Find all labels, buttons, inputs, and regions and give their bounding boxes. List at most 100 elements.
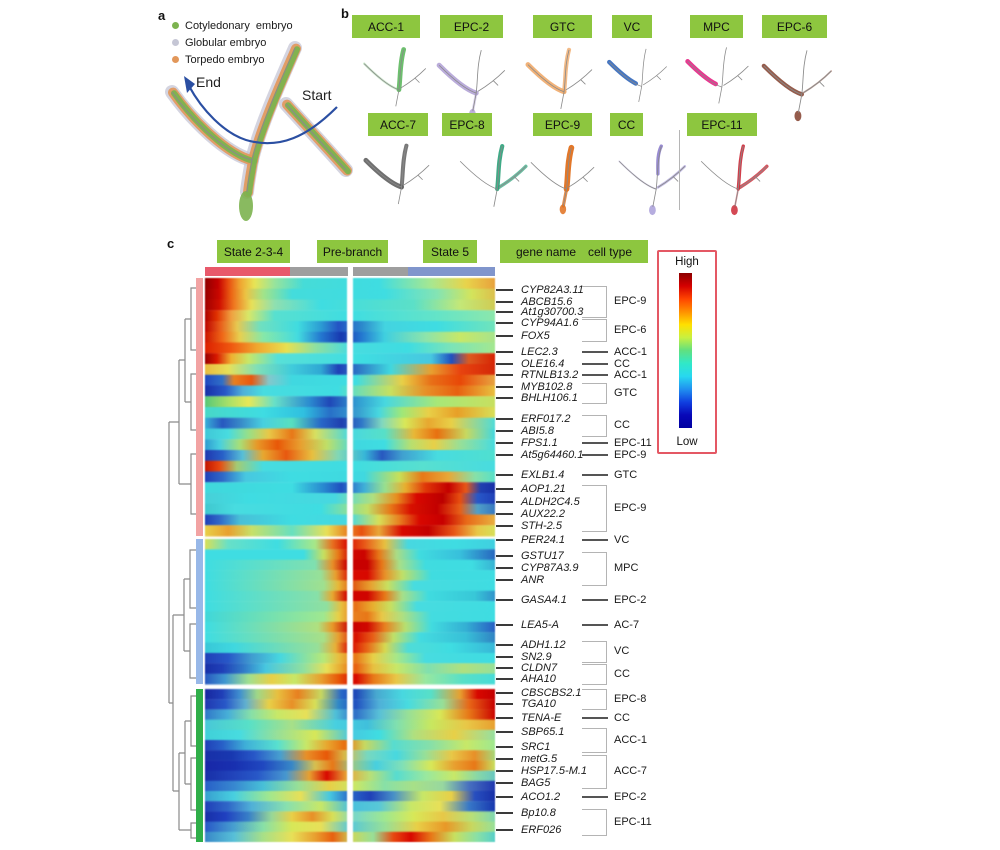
- gene-tick: [496, 746, 513, 748]
- legend-item: Cotyledonary embryo: [172, 17, 293, 34]
- state-annotation-segment: [353, 267, 408, 276]
- gene-tick: [496, 644, 513, 646]
- highlight-blob: [559, 204, 567, 215]
- celltype-bracket: [582, 552, 607, 586]
- celltype-label: EPC-8: [614, 692, 647, 705]
- gene-tick: [496, 351, 513, 353]
- celltype-label: ACC-1: [614, 369, 648, 381]
- celltype-dash: [582, 624, 608, 626]
- gene-name: Bp10.8: [521, 807, 556, 819]
- gene-name: GASA4.1: [521, 594, 567, 606]
- celltype-bracket: [582, 641, 607, 663]
- gene-name: MYB102.8: [521, 381, 573, 393]
- gene-name: HSP17.5-M.1: [521, 765, 588, 777]
- gene-name: LEA5-A: [521, 619, 559, 631]
- highlight-branch: [607, 59, 638, 86]
- celltype-label: CC: [614, 712, 630, 724]
- gene-name: CYP94A1.6: [521, 317, 579, 329]
- gene-name: ERF026: [521, 824, 562, 836]
- cell-type-header-ACC-7: ACC-7: [368, 113, 428, 136]
- trajectory-mini-plot-EPC-6: [761, 50, 833, 122]
- celltype-dash: [582, 539, 608, 541]
- mini-tree-skeleton: [438, 49, 506, 111]
- celltype-bracket: [582, 664, 607, 685]
- state-annotation-segment: [290, 267, 348, 276]
- gene-tick: [496, 782, 513, 784]
- colorbar: High Low: [657, 250, 717, 454]
- celltype-bracket: [582, 809, 607, 836]
- celltype-bracket: [582, 485, 607, 532]
- mini-tree-skeleton: [618, 145, 686, 207]
- gene-name: ACO1.2: [521, 791, 561, 803]
- celltype-bracket: [582, 383, 607, 404]
- highlight-branch: [802, 70, 833, 94]
- gene-tick: [496, 513, 513, 515]
- mini-tree-skeleton: [687, 47, 749, 104]
- gene-tick: [496, 555, 513, 557]
- mini-tree-skeleton: [363, 49, 427, 107]
- gene-name: SRC1: [521, 741, 551, 753]
- gene-name: ADH1.12: [521, 639, 566, 651]
- cell-type-header-EPC-8: EPC-8: [442, 113, 492, 136]
- celltype-bracket: [582, 415, 607, 437]
- celltype-label: EPC-9: [614, 501, 647, 514]
- gene-name: BHLH106.1: [521, 392, 578, 404]
- celltype-label: ACC-1: [614, 346, 648, 358]
- gene-name: CYP82A3.11: [521, 284, 584, 296]
- highlight-blob: [731, 205, 738, 216]
- gene-name: ABI5.8: [521, 425, 555, 437]
- gene-tick: [496, 829, 513, 831]
- cell-type-header-MPC: MPC: [690, 15, 743, 38]
- trajectory-skeleton: [171, 47, 347, 193]
- gene-tick: [496, 796, 513, 798]
- highlight-branch: [363, 62, 401, 91]
- legend-item: Globular embryo: [172, 34, 293, 51]
- gene-tick: [496, 812, 513, 814]
- gene-name: CLDN7: [521, 662, 558, 674]
- celltype-dash: [582, 454, 608, 456]
- highlight-branch: [618, 160, 658, 190]
- cell-type-header-EPC-2: EPC-2: [440, 15, 503, 38]
- gene-name: At5g64460.1: [521, 449, 584, 461]
- gene-name: ERF017.2: [521, 413, 571, 425]
- gene-tick: [496, 289, 513, 291]
- gene-tick: [496, 335, 513, 337]
- state-annotation-segment: [408, 267, 495, 276]
- gene-name: BAG5: [521, 777, 551, 789]
- start-label: Start: [302, 87, 332, 103]
- trajectory-arm: [251, 46, 300, 165]
- gene-name: ABCB15.6: [521, 296, 573, 308]
- celltype-label: GTC: [614, 469, 638, 481]
- legend-dot: [172, 39, 179, 46]
- celltype-label: EPC-2: [614, 594, 647, 606]
- celltype-label: EPC-11: [614, 815, 652, 828]
- gene-name: TGA10: [521, 698, 556, 710]
- celltype-label: EPC-6: [614, 323, 647, 336]
- celltype-bracket: [582, 319, 607, 342]
- trajectory-mini-plot-VC: [607, 48, 667, 102]
- gene-tick: [496, 374, 513, 376]
- gene-tick: [496, 397, 513, 399]
- mini-tree-skeleton: [527, 49, 593, 110]
- celltype-label: EPC-9: [614, 449, 647, 461]
- gene-name: CBSCBS2.1: [521, 687, 582, 699]
- gene-celltype-header-box: gene name cell type: [500, 240, 648, 263]
- celltype-label: ACC-7: [614, 765, 648, 777]
- celltype-label: EPC-2: [614, 791, 647, 803]
- gene-tick: [496, 474, 513, 476]
- gene-name: STH-2.5: [521, 520, 562, 532]
- trajectory-mini-plot-ACC-1: [363, 47, 427, 107]
- dendrogram: [168, 287, 196, 839]
- highlight-blob: [794, 110, 802, 122]
- row-cluster-bar: [196, 278, 203, 536]
- gene-tick: [496, 311, 513, 313]
- gene-name: SN2.9: [521, 651, 552, 663]
- highlight-branch: [436, 62, 479, 96]
- celltype-dash: [582, 474, 608, 476]
- gene-name: OLE16.4: [521, 358, 565, 370]
- trajectory-arm: [246, 158, 257, 197]
- highlight-branch: [738, 164, 769, 190]
- gene-name: RTNLB13.2: [521, 369, 579, 381]
- celltype-label: AC-7: [614, 619, 640, 631]
- trajectory-mini-plot-CC: [618, 144, 687, 216]
